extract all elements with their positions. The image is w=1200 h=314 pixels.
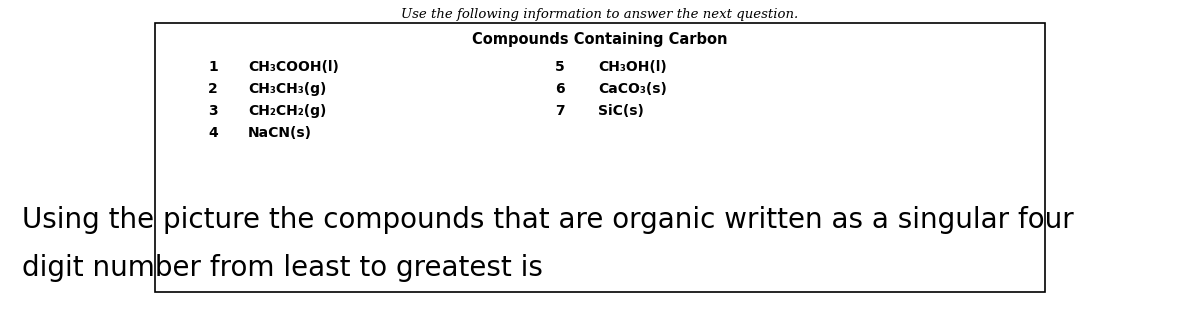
Text: 2: 2 (209, 82, 218, 96)
Text: 4: 4 (209, 126, 218, 140)
Text: digit number from least to greatest is: digit number from least to greatest is (22, 254, 542, 282)
Text: 1: 1 (209, 60, 218, 74)
Text: SiC(s): SiC(s) (598, 104, 644, 118)
Text: NaCN(s): NaCN(s) (248, 126, 312, 140)
Text: CaCO₃(s): CaCO₃(s) (598, 82, 667, 96)
Text: Compounds Containing Carbon: Compounds Containing Carbon (473, 32, 727, 47)
Text: CH₃COOH(l): CH₃COOH(l) (248, 60, 338, 74)
Text: CH₃OH(l): CH₃OH(l) (598, 60, 667, 74)
Text: 6: 6 (556, 82, 565, 96)
Text: 5: 5 (556, 60, 565, 74)
Text: Use the following information to answer the next question.: Use the following information to answer … (401, 8, 799, 21)
Text: CH₂CH₂(g): CH₂CH₂(g) (248, 104, 326, 118)
Text: 3: 3 (209, 104, 218, 118)
Text: CH₃CH₃(g): CH₃CH₃(g) (248, 82, 326, 96)
Bar (155, 23, 1045, 292)
Text: Using the picture the compounds that are organic written as a singular four: Using the picture the compounds that are… (22, 206, 1074, 234)
Text: 7: 7 (556, 104, 565, 118)
